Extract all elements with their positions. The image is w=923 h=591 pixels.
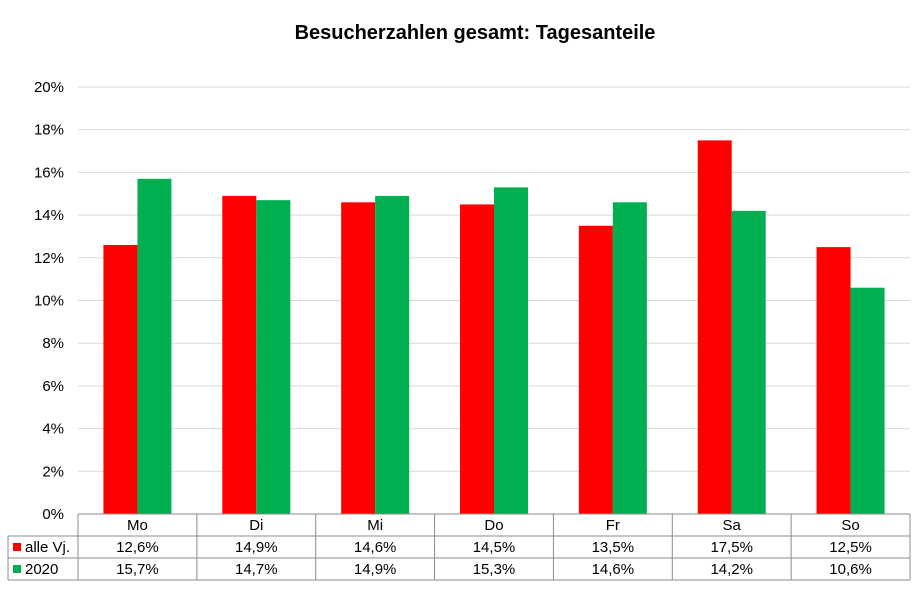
data-label: 10,6%	[829, 561, 872, 578]
bar-alle-vj	[460, 204, 494, 515]
y-tick-label: 14%	[34, 207, 64, 224]
x-tick-label: Do	[484, 517, 503, 534]
x-tick-label: Fr	[606, 517, 620, 534]
data-label: 14,6%	[354, 539, 397, 556]
bar-2020	[137, 178, 172, 514]
y-tick-label: 0%	[42, 506, 64, 523]
bar-2020	[375, 195, 410, 514]
data-label: 14,9%	[235, 539, 278, 556]
y-tick-label: 6%	[42, 378, 64, 395]
x-tick-label: So	[841, 517, 859, 534]
bar-2020	[612, 202, 647, 515]
bar-alle-vj	[103, 244, 138, 515]
data-label: 12,5%	[829, 539, 872, 556]
bar-alle-vj	[578, 225, 613, 514]
y-tick-label: 8%	[42, 335, 64, 352]
data-label: 13,5%	[592, 539, 635, 556]
data-label: 14,2%	[710, 561, 753, 578]
x-tick-label: Di	[249, 517, 263, 534]
data-label: 12,6%	[116, 539, 159, 556]
data-label: 14,5%	[473, 539, 516, 556]
y-tick-label: 10%	[34, 293, 64, 310]
bar-2020	[850, 287, 885, 514]
data-label: 15,3%	[473, 561, 516, 578]
legend-key	[13, 565, 21, 573]
y-tick-label: 16%	[34, 164, 64, 181]
legend-key	[13, 543, 21, 551]
y-tick-label: 20%	[34, 79, 64, 96]
bar-2020	[494, 187, 528, 514]
bar-2020	[256, 200, 291, 514]
x-tick-label: Mi	[367, 517, 383, 534]
data-label: 14,6%	[592, 561, 635, 578]
x-tick-label: Sa	[723, 517, 742, 534]
data-label: 17,5%	[710, 539, 753, 556]
data-label: 14,9%	[354, 561, 397, 578]
y-tick-label: 12%	[34, 250, 64, 267]
chart-title: Besucherzahlen gesamt: Tagesanteile	[294, 22, 656, 44]
bar-alle-vj	[816, 247, 851, 514]
data-label: 15,7%	[116, 561, 159, 578]
y-tick-label: 4%	[42, 421, 64, 438]
y-tick-label: 2%	[42, 463, 64, 480]
bar-alle-vj	[222, 195, 257, 514]
legend-label: alle Vj.	[25, 539, 70, 556]
data-label: 14,7%	[235, 561, 278, 578]
bar-alle-vj	[341, 202, 376, 515]
legend-label: 2020	[25, 561, 58, 578]
y-tick-label: 18%	[34, 122, 64, 139]
bar-2020	[731, 210, 766, 514]
bar-alle-vj	[697, 140, 732, 514]
x-tick-label: Mo	[127, 517, 148, 534]
